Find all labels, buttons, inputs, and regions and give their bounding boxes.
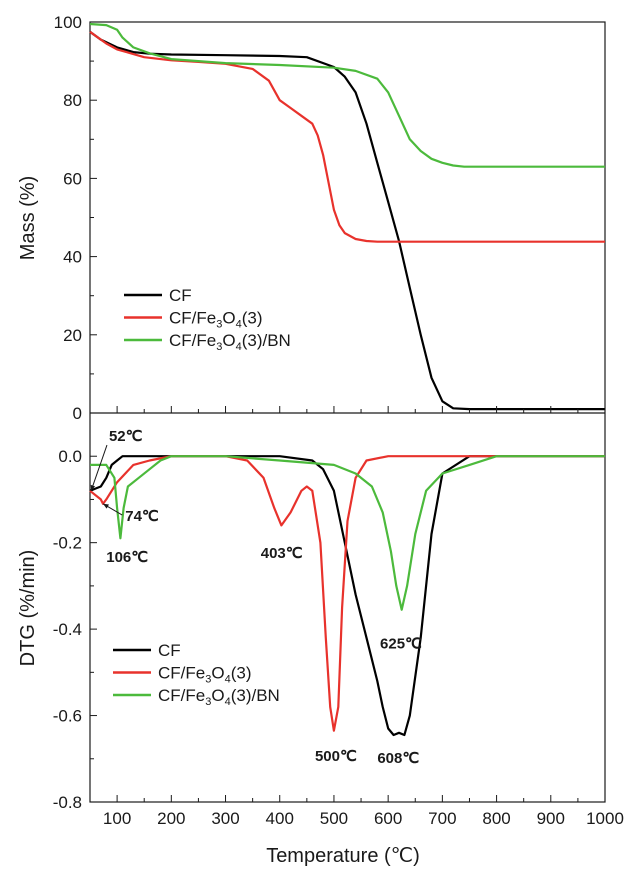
mass-legend-label-CF_Fe3O4_3: CF/Fe3O4(3) <box>169 309 263 331</box>
dtg-axis-title: DTG (%/min) <box>17 550 39 667</box>
series-lines <box>89 22 605 737</box>
dtg-series-CF_Fe3O4_3_BN <box>90 455 605 611</box>
dtg-legend-label-CF_Fe3O4_3: CF/Fe3O4(3) <box>158 664 252 686</box>
dtg-series-CF <box>89 455 605 737</box>
dtg-y-tick-label: -0.4 <box>53 620 82 639</box>
dtg-y-tick-label: -0.8 <box>53 793 82 812</box>
mass-y-tick-label: 80 <box>63 91 82 110</box>
annotation-608℃: 608℃ <box>377 750 419 767</box>
axis-ticks: 100 200 300 400 500 600 700 800 900 1000 0 20 40 60 80… <box>53 13 624 828</box>
mass-legend-label-CF_Fe3O4_3_BN: CF/Fe3O4(3)/BN <box>169 331 291 353</box>
annotation-arrowhead-74℃ <box>103 503 109 509</box>
x-tick-label: 200 <box>157 809 185 828</box>
annotation-625℃: 625℃ <box>380 636 422 653</box>
mass-series-CF <box>89 30 605 411</box>
annotation-52℃: 52℃ <box>109 428 143 445</box>
mass-series-CF_Fe3O4_3 <box>89 30 605 243</box>
plot-frame <box>89 21 606 803</box>
x-tick-label: 700 <box>428 809 456 828</box>
mass-legend-label-CF: CF <box>169 286 192 305</box>
x-tick-label: 1000 <box>586 809 624 828</box>
temperature-axis-title: Temperature (℃) <box>266 845 420 867</box>
plot-frames <box>89 21 606 803</box>
mass-y-tick-label: 100 <box>54 13 82 32</box>
mass-y-tick-label: 0 <box>73 404 82 423</box>
dtg-y-tick-label: -0.2 <box>53 534 82 553</box>
annotation-arrow-52℃ <box>90 444 108 491</box>
annotation-arrowhead-52℃ <box>90 484 96 491</box>
x-tick-label: 900 <box>537 809 565 828</box>
annotation-106℃: 106℃ <box>106 549 148 566</box>
annotation-74℃: 74℃ <box>125 508 159 525</box>
x-tick-label: 100 <box>103 809 131 828</box>
mass-y-tick-label: 20 <box>63 326 82 345</box>
annotation-500℃: 500℃ <box>315 748 357 765</box>
dtg-legend-label-CF_Fe3O4_3_BN: CF/Fe3O4(3)/BN <box>158 686 280 708</box>
legends: CFCF/Fe3O4(3)CF/Fe3O4(3)/BNCFCF/Fe3O4(3)… <box>113 286 291 708</box>
dtg-series-CF_Fe3O4_3 <box>89 455 605 732</box>
x-tick-label: 500 <box>320 809 348 828</box>
dtg-y-tick-label: -0.6 <box>53 707 82 726</box>
x-tick-label: 300 <box>211 809 239 828</box>
annotation-403℃: 403℃ <box>261 545 303 562</box>
peak-annotations: 52℃ 74℃ 106℃ 403℃ 625℃ 500℃ 608℃ <box>90 428 422 767</box>
mass-axis-title: Mass (%) <box>17 176 39 260</box>
dtg-legend-label-CF: CF <box>158 641 181 660</box>
dtg-y-tick-label: 0.0 <box>58 447 82 466</box>
mass-y-tick-label: 40 <box>63 248 82 267</box>
x-tick-label: 400 <box>266 809 294 828</box>
mass-series-CF_Fe3O4_3_BN <box>89 22 605 168</box>
mass-y-tick-label: 60 <box>63 169 82 188</box>
x-tick-label: 800 <box>482 809 510 828</box>
x-tick-label: 600 <box>374 809 402 828</box>
